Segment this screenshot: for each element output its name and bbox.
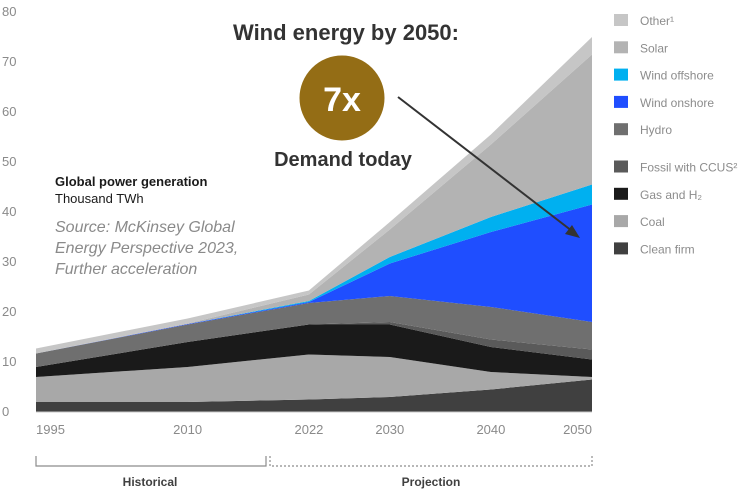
area-solar xyxy=(36,54,592,354)
y-tick-label: 70 xyxy=(2,54,16,69)
legend-swatch xyxy=(614,95,628,108)
y-tick-label: 30 xyxy=(2,254,16,269)
legend-label: Wind onshore xyxy=(640,96,714,110)
legend-label: Wind offshore xyxy=(640,69,714,83)
arrow-head-icon xyxy=(565,225,580,238)
legend-swatch xyxy=(614,41,628,54)
series-areas xyxy=(36,37,592,412)
source-line-3: Further acceleration xyxy=(55,261,197,278)
legend-label: Gas and H₂ xyxy=(640,188,702,202)
area-gas-and-h xyxy=(36,324,592,377)
wind-annotation: Wind energy by 2050: 7x Demand today xyxy=(233,20,580,238)
period-brackets: Historical Projection xyxy=(35,456,593,489)
annotation-caption: Demand today xyxy=(274,149,413,171)
y-tick-label: 0 xyxy=(2,404,9,419)
y-tick-label: 50 xyxy=(2,154,16,169)
annotation-arrow-line xyxy=(397,96,573,232)
legend-label: Coal xyxy=(640,215,665,229)
legend-label: Other¹ xyxy=(640,14,674,28)
x-tick-label: 2030 xyxy=(375,422,404,437)
projection-label: Projection xyxy=(402,475,461,489)
legend: Other¹ Solar Wind offshore Wind onshore Hydr… xyxy=(614,14,737,256)
annotation-headline: Wind energy by 2050: xyxy=(233,20,459,45)
y-axis: 0 10 20 30 40 50 60 70 80 xyxy=(2,4,16,419)
legend-label: Fossil with CCUS² xyxy=(640,161,737,175)
x-tick-label: 2010 xyxy=(173,422,202,437)
source-line-2: Energy Perspective 2023, xyxy=(55,240,238,257)
y-tick-label: 80 xyxy=(2,4,16,19)
legend-swatch xyxy=(614,215,628,228)
legend-label: Solar xyxy=(640,41,668,55)
y-tick-label: 40 xyxy=(2,204,16,219)
y-tick-label: 20 xyxy=(2,304,16,319)
area-fossil-with-ccus xyxy=(36,322,592,367)
historical-bracket xyxy=(35,456,267,467)
badge-value: 7x xyxy=(323,81,361,119)
area-wind-onshore xyxy=(36,204,592,354)
legend-swatch xyxy=(614,242,628,255)
legend-swatch xyxy=(614,123,628,136)
title-block: Global power generation Thousand TWh Sou… xyxy=(55,174,238,278)
x-tick-label: 1995 xyxy=(36,422,65,437)
legend-swatch xyxy=(614,14,628,26)
legend-swatch xyxy=(614,68,628,81)
projection-bracket xyxy=(269,456,593,467)
chart-title: Global power generation xyxy=(55,174,207,189)
unit-label: Thousand TWh xyxy=(55,191,144,206)
x-tick-label: 2022 xyxy=(294,422,323,437)
area-other xyxy=(36,37,592,354)
y-tick-label: 60 xyxy=(2,104,16,119)
y-tick-label: 10 xyxy=(2,354,16,369)
legend-label: Clean firm xyxy=(640,242,695,256)
source-line-1: Source: McKinsey Global xyxy=(55,219,235,236)
area-hydro xyxy=(36,296,592,367)
x-tick-label: 2040 xyxy=(476,422,505,437)
badge-circle xyxy=(296,52,388,144)
historical-label: Historical xyxy=(123,475,178,489)
area-clean-firm xyxy=(36,379,592,412)
x-axis: 1995 2010 2022 2030 2040 2050 xyxy=(36,411,592,437)
legend-swatch xyxy=(614,160,628,173)
legend-swatch xyxy=(614,187,628,200)
area-coal xyxy=(36,354,592,402)
x-tick-label: 2050 xyxy=(563,422,592,437)
legend-label: Hydro xyxy=(640,123,672,137)
